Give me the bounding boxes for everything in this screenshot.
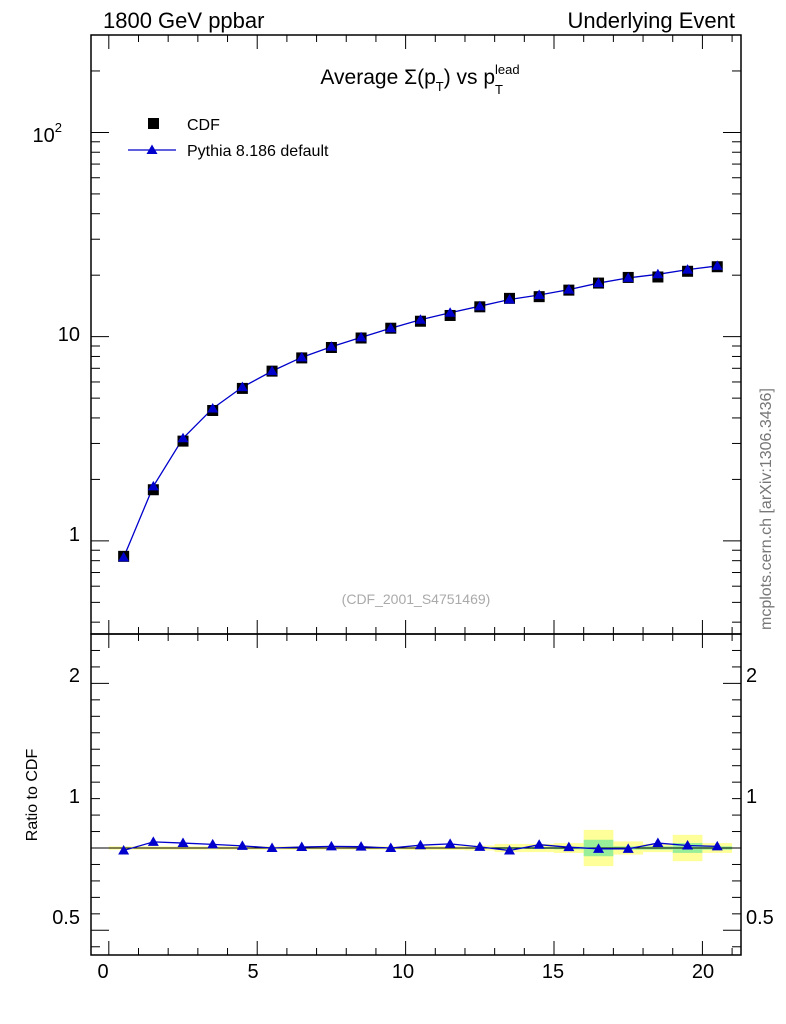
- pythia-data-point: [385, 322, 397, 333]
- title-sup2: lead: [495, 62, 520, 77]
- ratio-data-point: [385, 842, 397, 852]
- ratio-y-tick-0-5: 0.5: [52, 907, 80, 929]
- ratio-data-point: [563, 841, 575, 852]
- ratio-data-point: [533, 839, 545, 849]
- x-tick-label-5: 5: [247, 961, 258, 983]
- ratio-y-tick-1: 1: [69, 786, 80, 808]
- legend-pythia-label: Pythia 8.186 default: [187, 143, 329, 160]
- title-prefix: Average: [320, 66, 404, 89]
- pythia-data-point: [296, 351, 308, 362]
- main-plot-marks: [118, 260, 723, 562]
- ratio-data-point: [118, 844, 130, 855]
- y-tick-label-100-exp: 2: [55, 120, 62, 135]
- ratio-data-point: [682, 840, 694, 850]
- pythia-data-point: [444, 307, 456, 317]
- x-tick-label-10: 10: [392, 961, 414, 983]
- ratio-data-point: [296, 841, 308, 852]
- y-tick-label-1: 1: [69, 524, 80, 546]
- axes: [90, 34, 742, 956]
- header-left-label: 1800 GeV ppbar: [103, 8, 265, 33]
- ratio-data-point: [622, 843, 634, 853]
- ratio-data-point: [593, 843, 605, 853]
- legend-cdf-label: CDF: [187, 117, 220, 134]
- legend-pythia-marker: [146, 144, 158, 154]
- ratio-data-point: [444, 838, 456, 848]
- ratio-y-tick-2-right: 2: [746, 665, 757, 687]
- ratio-data-point: [236, 840, 248, 850]
- title-sub1: T: [436, 79, 444, 94]
- ratio-data-point: [325, 840, 337, 851]
- title-close: ) vs p: [444, 66, 495, 89]
- ratio-data-point: [474, 841, 486, 851]
- pythia-data-point: [474, 300, 486, 311]
- ratio-data-point: [711, 840, 723, 851]
- watermark-label: (CDF_2001_S4751469): [342, 591, 491, 607]
- x-tick-label-0: 0: [97, 961, 108, 983]
- pythia-data-point: [325, 341, 337, 351]
- ratio-plot-marks: [91, 836, 741, 855]
- ratio-y-tick-1-right: 1: [746, 786, 757, 808]
- pythia-data-point: [177, 432, 189, 443]
- ratio-plot-frame: [90, 633, 742, 956]
- title-sigma: Σ(p: [404, 66, 436, 89]
- legend: CDF Pythia 8.186 default: [128, 117, 329, 160]
- pythia-data-point: [682, 264, 694, 274]
- ratio-data-point: [207, 838, 219, 849]
- y-tick-label-10: 10: [58, 324, 80, 346]
- x-tick-label-20: 20: [692, 961, 714, 983]
- pythia-data-point: [593, 277, 605, 288]
- ratio-data-point: [414, 839, 426, 850]
- pythia-data-point: [711, 260, 723, 270]
- legend-cdf-marker: [148, 118, 159, 129]
- y-tick-label-100: 102: [33, 120, 62, 147]
- y-tick-label-100-base: 10: [33, 125, 55, 147]
- pythia-data-point: [147, 480, 159, 491]
- ratio-data-point: [652, 837, 664, 848]
- pythia-data-point: [118, 551, 130, 562]
- pythia-data-point: [533, 289, 545, 299]
- chart-title: Average Σ(pT) vs pTlead: [320, 62, 519, 97]
- ratio-data-point: [503, 844, 515, 855]
- pythia-data-point: [355, 331, 367, 342]
- ratio-data-point: [147, 836, 159, 846]
- pythia-data-point: [563, 284, 575, 294]
- pythia-data-point: [622, 272, 634, 282]
- x-tick-label-15: 15: [542, 961, 564, 983]
- ratio-data-point: [177, 837, 189, 848]
- ratio-data-point: [355, 841, 367, 851]
- ratio-data-point: [266, 842, 278, 852]
- header-right-label: Underlying Event: [567, 8, 735, 33]
- ratio-y-tick-2: 2: [69, 665, 80, 687]
- ratio-y-tick-0-5-right: 0.5: [746, 907, 774, 929]
- pythia-data-point: [414, 314, 426, 324]
- pythia-data-point: [503, 294, 515, 304]
- pythia-data-point: [236, 381, 248, 392]
- pythia-data-point: [207, 402, 219, 413]
- pythia-data-point: [652, 268, 664, 279]
- ratio-ylabel: Ratio to CDF: [24, 749, 41, 842]
- title-sub2: T: [495, 82, 503, 97]
- pythia-data-point: [266, 365, 278, 376]
